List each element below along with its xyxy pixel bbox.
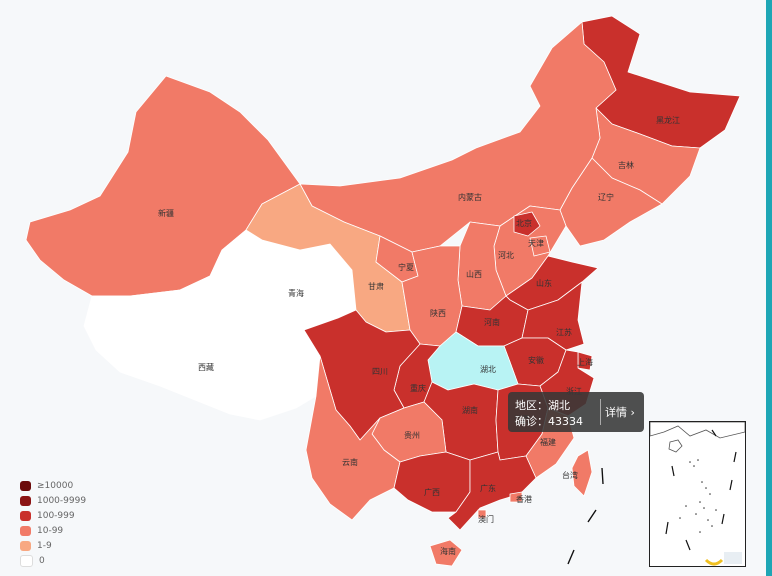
province-guangxi[interactable]	[393, 451, 471, 513]
legend-label: 1000-9999	[37, 495, 87, 506]
province-macau[interactable]	[477, 509, 487, 519]
legend-item[interactable]: 1-9	[20, 538, 86, 553]
legend-swatch	[20, 554, 33, 567]
province-label: 湖南	[462, 406, 478, 415]
legend-swatch	[20, 525, 31, 536]
province-label: 安徽	[528, 356, 544, 365]
province-tianjin[interactable]	[529, 235, 551, 257]
legend-item[interactable]: 100-999	[20, 508, 86, 523]
province-label: 辽宁	[598, 193, 614, 202]
province-label: 吉林	[618, 161, 634, 170]
province-label: 内蒙古	[458, 193, 482, 202]
province-label: 河南	[484, 318, 500, 327]
legend: ≥10000 1000-9999 100-999 10-99 1-9 0	[20, 478, 86, 568]
province-beijing[interactable]	[513, 211, 541, 237]
province-label: 甘肃	[368, 282, 384, 291]
province-label: 江苏	[556, 328, 572, 337]
tooltip-region: 地区：湖北	[515, 399, 570, 412]
province-label: 海南	[440, 547, 456, 556]
province-label: 北京	[516, 219, 532, 228]
province-label: 宁夏	[398, 263, 414, 272]
province-label: 贵州	[404, 431, 420, 440]
legend-label: 0	[39, 555, 45, 566]
province-label: 青海	[288, 289, 304, 298]
province-label: 台湾	[562, 471, 578, 480]
province-label: 福建	[540, 438, 556, 447]
province-label: 上海	[577, 358, 593, 367]
province-label: 新疆	[158, 209, 174, 218]
legend-item[interactable]: 1000-9999	[20, 493, 86, 508]
legend-label: ≥10000	[37, 480, 74, 491]
inset-map	[649, 421, 746, 551]
province-label: 四川	[372, 367, 388, 376]
province-hongkong[interactable]	[509, 491, 523, 503]
legend-swatch	[20, 510, 31, 521]
tooltip-separator	[600, 399, 601, 425]
province-label: 河北	[498, 251, 514, 260]
inset-hainan	[668, 439, 683, 453]
province-label: 广西	[424, 488, 440, 497]
province-yunnan[interactable]	[305, 355, 401, 521]
tooltip-confirmed: 确诊：43334	[515, 415, 583, 428]
legend-label: 10-99	[37, 525, 64, 536]
province-label: 陕西	[430, 309, 446, 318]
province-label: 湖北	[480, 365, 496, 374]
province-label: 香港	[516, 495, 532, 504]
province-label: 澳门	[478, 515, 494, 524]
legend-label: 1-9	[37, 540, 52, 551]
province-taiwan[interactable]	[571, 449, 593, 497]
legend-swatch	[20, 540, 31, 551]
province-label: 云南	[342, 458, 358, 467]
province-guangdong[interactable]	[447, 451, 537, 531]
province-label: 重庆	[410, 384, 426, 393]
inset-coast	[649, 421, 746, 439]
province-label: 浙江	[566, 388, 582, 396]
legend-swatch	[20, 480, 31, 491]
legend-label: 100-999	[37, 510, 75, 521]
province-label: 山东	[536, 279, 552, 288]
legend-item[interactable]: 0	[20, 553, 86, 568]
inset-islands	[679, 459, 717, 533]
inset-dashes	[665, 429, 737, 551]
south-china-sea-inset	[649, 421, 746, 567]
province-label: 天津	[528, 239, 544, 248]
province-label: 黑龙江	[656, 116, 680, 125]
province-label: 山西	[466, 270, 482, 279]
legend-swatch	[20, 495, 31, 506]
legend-item[interactable]: ≥10000	[20, 478, 86, 493]
province-label: 西藏	[198, 363, 214, 372]
province-hainan[interactable]	[429, 539, 463, 567]
corner-badge-icon	[704, 552, 742, 566]
tooltip-detail-link[interactable]: 详情 ›	[605, 406, 635, 419]
boundary-dashes	[567, 467, 604, 565]
right-edge-strip	[766, 0, 772, 576]
legend-item[interactable]: 10-99	[20, 523, 86, 538]
province-label: 广东	[480, 484, 496, 493]
map-tooltip: 地区：湖北 确诊：43334 详情 ›	[508, 392, 644, 432]
